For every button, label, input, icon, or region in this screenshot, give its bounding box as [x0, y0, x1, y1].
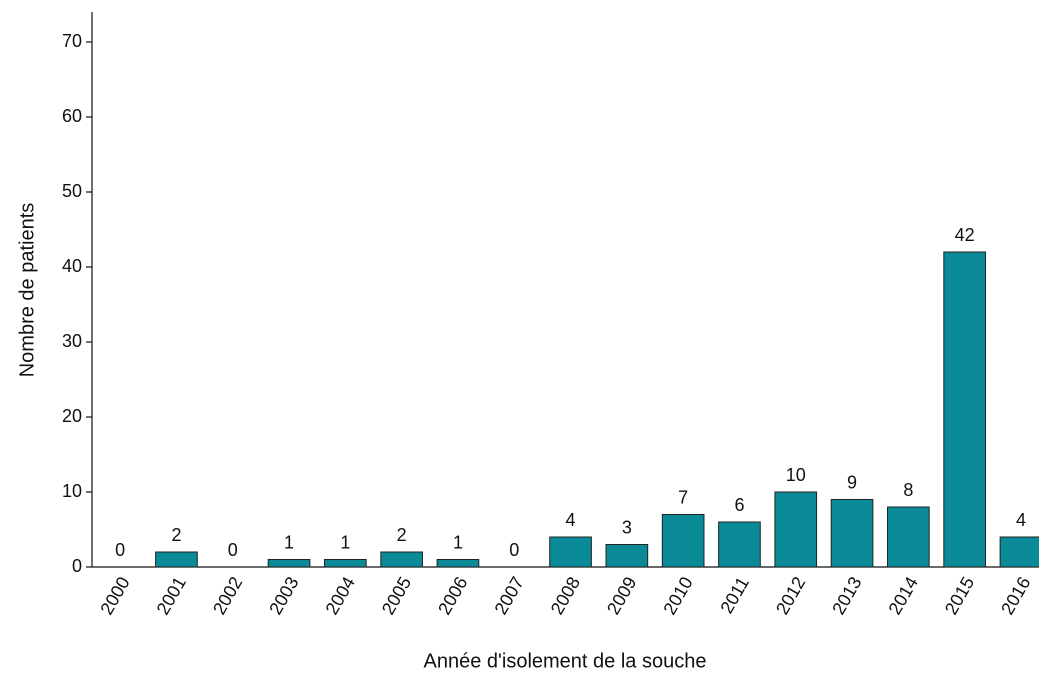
- value-label: 0: [228, 540, 238, 560]
- x-tick-label: 2010: [659, 573, 696, 618]
- bar: [718, 521, 761, 568]
- value-label: 6: [734, 495, 744, 515]
- value-label: 7: [678, 487, 688, 507]
- value-label: 4: [566, 510, 576, 530]
- bar: [155, 551, 198, 568]
- x-tick-label: 2009: [603, 573, 640, 618]
- x-tick-label: 2011: [716, 573, 753, 617]
- y-tick-label: 10: [62, 481, 82, 501]
- y-tick-label: 60: [62, 106, 82, 126]
- x-tick-label: 2005: [378, 573, 415, 618]
- bar: [661, 514, 705, 568]
- x-tick-label: 2002: [209, 573, 246, 618]
- x-tick-label: 2003: [265, 573, 302, 618]
- x-tick-label: 2008: [547, 573, 584, 618]
- x-axis-label: Année d'isolement de la souche: [424, 650, 707, 672]
- bar: [324, 559, 367, 568]
- x-tick-label: 2016: [997, 573, 1034, 618]
- y-axis-label: Nombre de patients: [16, 203, 38, 378]
- value-label: 1: [284, 532, 294, 552]
- bar: [436, 559, 480, 568]
- value-label: 2: [171, 525, 181, 545]
- x-tick-label: 2013: [828, 573, 865, 618]
- y-tick-label: 30: [62, 331, 82, 351]
- value-label: 42: [955, 225, 975, 245]
- value-label: 9: [847, 472, 857, 492]
- x-tick-label: 2007: [490, 573, 527, 618]
- x-tick-label: 2000: [96, 573, 133, 618]
- x-tick-label: 2004: [322, 573, 359, 618]
- value-label: 4: [1016, 510, 1026, 530]
- value-label: 3: [622, 517, 632, 537]
- bar: [549, 536, 592, 568]
- bar: [999, 536, 1039, 568]
- bar: [887, 506, 930, 568]
- value-label: 10: [786, 465, 806, 485]
- bar: [943, 251, 986, 568]
- bar: [774, 491, 818, 568]
- bar: [830, 499, 874, 568]
- value-label: 1: [340, 532, 350, 552]
- y-tick-label: 40: [62, 256, 82, 276]
- bar: [380, 551, 423, 568]
- value-label: 0: [509, 540, 519, 560]
- y-tick-label: 50: [62, 181, 82, 201]
- x-tick-label: 2006: [434, 573, 471, 618]
- x-tick-label: 2001: [153, 573, 190, 618]
- x-tick-label: 2012: [772, 573, 809, 618]
- y-tick-label: 20: [62, 406, 82, 426]
- bar: [605, 544, 649, 568]
- x-tick-label: 2015: [941, 573, 978, 618]
- y-tick-label: 0: [72, 556, 82, 576]
- value-label: 1: [453, 532, 463, 552]
- y-tick-label: 70: [62, 31, 82, 51]
- value-label: 0: [115, 540, 125, 560]
- value-label: 2: [397, 525, 407, 545]
- bar: [267, 559, 311, 568]
- value-label: 8: [903, 480, 913, 500]
- x-tick-label: 2014: [885, 573, 922, 618]
